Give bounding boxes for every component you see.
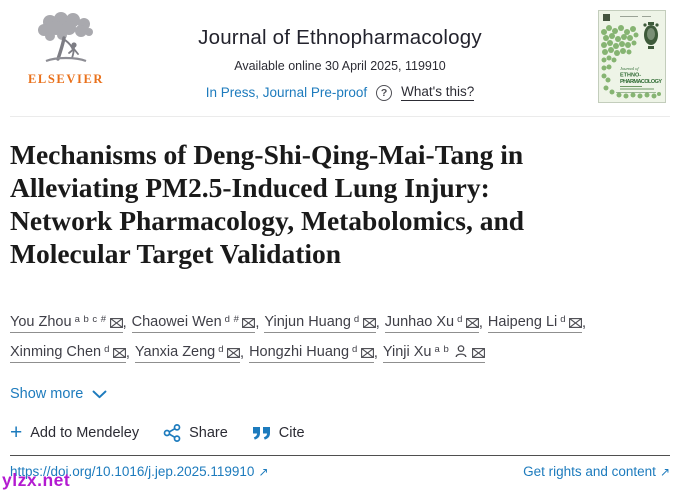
elsevier-logo[interactable]: ELSEVIER: [26, 12, 106, 87]
author-affiliations: d: [352, 344, 358, 355]
author-yinjun-huang[interactable]: Yinjun Huang d: [264, 314, 376, 333]
author-yanxia-zeng[interactable]: Yanxia Zeng d: [134, 344, 241, 363]
author-separator: ,: [122, 315, 127, 331]
external-link-icon: ↗: [258, 464, 269, 479]
email-icon: [362, 318, 376, 328]
cover-journal-of: Journal of: [620, 66, 639, 71]
author-affiliations: d #: [224, 314, 240, 325]
get-rights-link[interactable]: Get rights and content ↗: [523, 464, 670, 479]
author-affiliations: d: [104, 344, 110, 355]
journal-cover-thumbnail[interactable]: Journal of ETHNO- PHARMACOLOGY: [598, 10, 666, 103]
author-affiliations: d: [218, 344, 225, 355]
external-link-icon: ↗: [659, 464, 670, 479]
author-hongzhi-huang[interactable]: Hongzhi Huang d: [249, 344, 374, 363]
author-line-1: You Zhou a b c #, Chaowei Wen d #, Yinjun …: [10, 314, 674, 333]
email-icon: [109, 318, 123, 328]
author-separator: ,: [373, 345, 378, 361]
share-icon: [163, 424, 181, 442]
email-icon: [360, 348, 374, 358]
header-divider: [10, 116, 670, 117]
author-separator: ,: [255, 315, 260, 331]
email-icon: [465, 318, 479, 328]
elsevier-wordmark: ELSEVIER: [27, 72, 105, 86]
whats-this-link[interactable]: What's this?: [401, 84, 475, 101]
author-separator: ,: [125, 345, 130, 361]
elsevier-tree-icon: [38, 12, 93, 63]
cite-button[interactable]: Cite: [252, 425, 305, 441]
in-press-link[interactable]: In Press, Journal Pre-proof: [205, 85, 368, 100]
author-yinji-xu[interactable]: Yinji Xu a b: [382, 344, 486, 363]
email-icon: [472, 348, 486, 358]
article-title: Mechanisms of Deng-Shi-Qing-Mai-Tang in …: [10, 139, 525, 269]
author-list: You Zhou a b c #, Chaowei Wen d #, Yinjun …: [10, 314, 674, 374]
email-icon: [242, 318, 256, 328]
cite-quote-icon: [252, 427, 270, 440]
corresponding-author-icon: [455, 345, 467, 358]
author-chaowei-wen[interactable]: Chaowei Wen d #: [131, 314, 256, 333]
doi-link[interactable]: https://doi.org/10.1016/j.jep.2025.11991…: [10, 464, 269, 479]
author-separator: ,: [478, 315, 483, 331]
show-more-button[interactable]: Show more: [10, 386, 107, 402]
author-separator: ,: [375, 315, 380, 331]
plus-icon: +: [10, 421, 23, 444]
author-line-2: Xinming Chen d, Yanxia Zeng d, Hongzhi Hua…: [10, 344, 674, 363]
footer-divider: [10, 455, 670, 456]
add-to-mendeley-button[interactable]: + Add to Mendeley: [10, 421, 140, 444]
action-bar: + Add to Mendeley Share Cite: [10, 421, 305, 444]
chevron-down-icon: [92, 390, 107, 398]
watermark-text: ylzx.net: [2, 470, 71, 490]
author-separator: ,: [582, 315, 587, 331]
cover-emblem-icon: [643, 22, 659, 49]
cover-pharmacology: PHARMACOLOGY: [620, 79, 662, 85]
author-xinming-chen[interactable]: Xinming Chen d: [10, 344, 126, 363]
footer-links: https://doi.org/10.1016/j.jep.2025.11991…: [10, 464, 670, 479]
email-icon: [112, 348, 126, 358]
available-online-text: Available online 30 April 2025, 119910: [234, 59, 446, 73]
author-affiliations: a b: [434, 344, 450, 355]
journal-title-link[interactable]: Journal of Ethnopharmacology: [198, 26, 482, 49]
cover-ethno: ETHNO-: [620, 73, 641, 79]
author-separator: ,: [240, 345, 245, 361]
journal-header: Journal of Ethnopharmacology Available o…: [120, 26, 560, 101]
author-affiliations: d: [353, 314, 360, 325]
help-icon[interactable]: ?: [376, 84, 393, 101]
author-you-zhou[interactable]: You Zhou a b c #: [10, 314, 123, 333]
author-haipeng-li[interactable]: Haipeng Li d: [487, 314, 583, 333]
email-icon: [227, 348, 240, 358]
author-junhao-xu[interactable]: Junhao Xu d: [384, 314, 479, 333]
author-affiliations: d: [560, 314, 567, 325]
author-affiliations: a b c #: [74, 314, 107, 325]
author-affiliations: d: [457, 314, 463, 325]
share-button[interactable]: Share: [163, 424, 228, 442]
email-icon: [569, 318, 582, 328]
